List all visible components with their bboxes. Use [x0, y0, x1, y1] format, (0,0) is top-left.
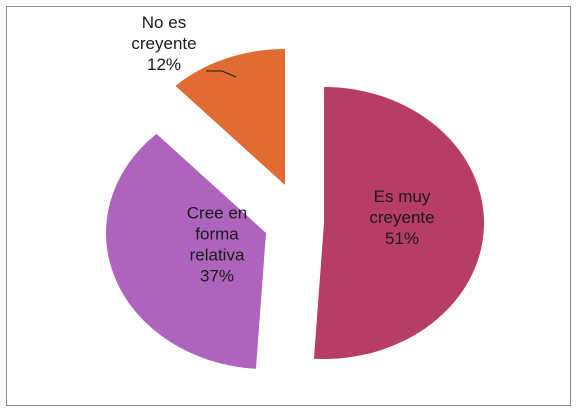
slice-label-2: Cree en forma relativa 37%	[187, 204, 247, 286]
leader-line-3	[206, 70, 237, 78]
pie-slice-2	[106, 133, 266, 369]
pie-slice-1	[313, 87, 485, 360]
slice-label-1: Es muy creyente 51%	[369, 187, 434, 248]
pie-labels: Es muy creyente 51% Cree en forma relativa 37%…	[131, 13, 434, 286]
pie-slice-3	[175, 49, 285, 185]
pie-slices	[106, 49, 485, 369]
slice-label-3: No es creyente 12%	[131, 13, 196, 74]
